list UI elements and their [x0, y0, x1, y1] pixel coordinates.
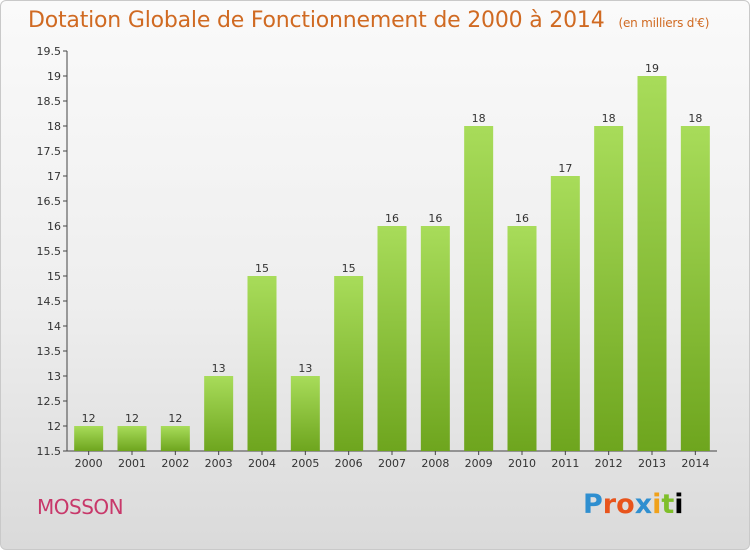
bar-value-label: 15: [342, 262, 356, 275]
chart-title: Dotation Globale de Fonctionnement de 20…: [28, 8, 709, 33]
bar-value-label: 16: [428, 212, 442, 225]
x-tick-label: 2010: [508, 457, 536, 470]
bar-value-label: 12: [82, 412, 96, 425]
x-tick-label: 2004: [248, 457, 276, 470]
x-tick-label: 2009: [465, 457, 493, 470]
bar: [204, 376, 234, 451]
y-tick-label: 19.5: [37, 45, 62, 58]
y-tick-label: 12: [47, 420, 61, 433]
y-tick-label: 18: [47, 120, 61, 133]
y-tick-label: 16: [47, 220, 61, 233]
bar-value-label: 19: [645, 62, 659, 75]
y-tick-label: 13: [47, 370, 61, 383]
bar-value-label: 17: [558, 162, 572, 175]
chart-bars: 12 12 12 13 15 13 15 16 16 18 16 17 18 19 18: [74, 62, 710, 451]
y-tick-label: 15: [47, 270, 61, 283]
bar-value-label: 18: [688, 112, 702, 125]
y-tick-label: 15.5: [37, 245, 62, 258]
proxiti-logo: Proxiti: [583, 489, 684, 520]
y-tick-label: 14: [47, 320, 61, 333]
x-tick-label: 2006: [335, 457, 363, 470]
x-tick-label: 2007: [378, 457, 406, 470]
bar: [74, 426, 104, 451]
bar-value-label: 18: [472, 112, 486, 125]
bar: [507, 226, 537, 451]
bar: [420, 226, 450, 451]
x-tick-label: 2003: [205, 457, 233, 470]
bar: [594, 126, 624, 451]
x-tick-label: 2002: [161, 457, 189, 470]
y-tick-label: 17: [47, 170, 61, 183]
bar: [637, 76, 667, 451]
x-tick-label: 2013: [638, 457, 666, 470]
y-tick-label: 12.5: [37, 395, 62, 408]
y-tick-label: 13.5: [37, 345, 62, 358]
bar-value-label: 13: [212, 362, 226, 375]
y-tick-label: 17.5: [37, 145, 62, 158]
bar: [160, 426, 190, 451]
x-tick-label: 2014: [681, 457, 709, 470]
bar: [550, 176, 580, 451]
bar-value-label: 13: [298, 362, 312, 375]
y-tick-label: 19: [47, 70, 61, 83]
bar-value-label: 15: [255, 262, 269, 275]
bar-value-label: 16: [515, 212, 529, 225]
chart-subtitle: (en milliers d'€): [618, 16, 710, 30]
bar-value-label: 12: [168, 412, 182, 425]
x-tick-label: 2000: [75, 457, 103, 470]
bar-value-label: 18: [602, 112, 616, 125]
y-tick-label: 16.5: [37, 195, 62, 208]
bar: [680, 126, 710, 451]
bar-value-label: 16: [385, 212, 399, 225]
bar: [290, 376, 320, 451]
x-tick-label: 2011: [551, 457, 579, 470]
y-tick-label: 14.5: [37, 295, 62, 308]
x-tick-label: 2005: [291, 457, 319, 470]
bar: [464, 126, 494, 451]
chart-title-text: Dotation Globale de Fonctionnement de 20…: [28, 8, 605, 33]
x-tick-label: 2008: [421, 457, 449, 470]
bar-value-label: 12: [125, 412, 139, 425]
chart-axes: 11.5 12 12.5 13 13.5 14 14.5 15 15.5 16 16.5 17 17.5…: [37, 45, 717, 470]
bar: [334, 276, 364, 451]
town-name: MOSSON: [37, 495, 124, 519]
x-tick-label: 2001: [118, 457, 146, 470]
y-tick-label: 11.5: [37, 445, 62, 458]
bar: [377, 226, 407, 451]
bar: [117, 426, 147, 451]
x-tick-label: 2012: [595, 457, 623, 470]
bar: [247, 276, 277, 451]
y-tick-label: 18.5: [37, 95, 62, 108]
